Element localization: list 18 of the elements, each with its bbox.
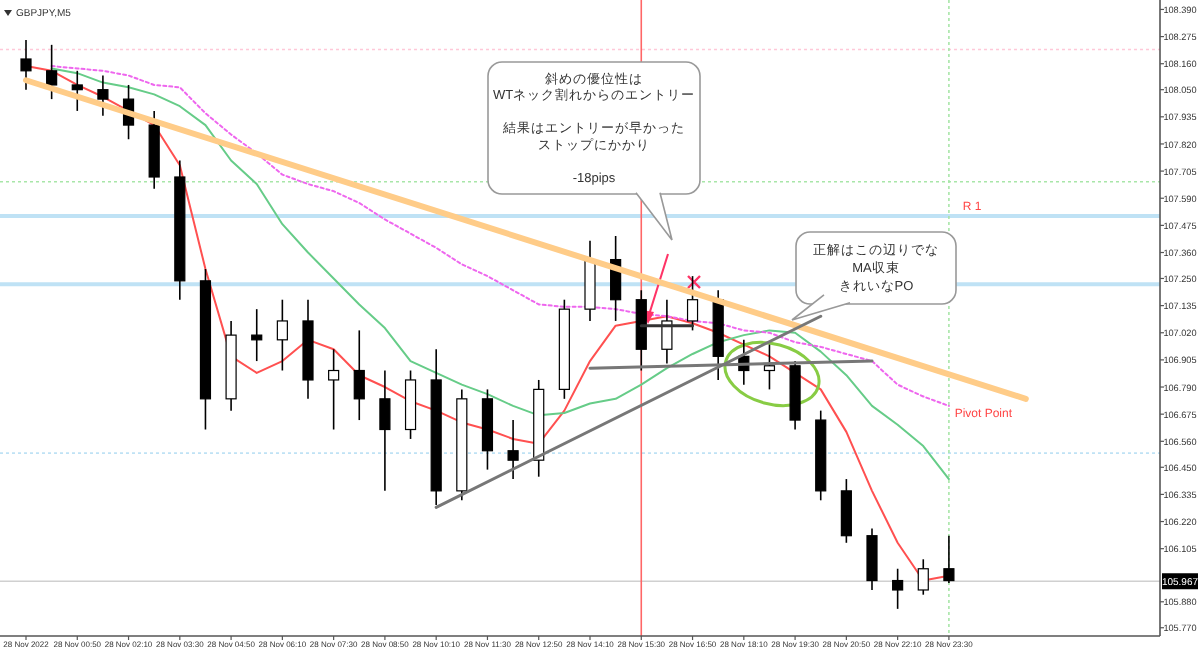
candlestick: [686, 275, 699, 332]
candlestick: [97, 74, 109, 117]
candlestick: [866, 527, 878, 591]
candlestick: [917, 558, 929, 596]
candlestick: [71, 70, 83, 112]
candlestick: [46, 44, 58, 100]
candlestick: [251, 308, 263, 362]
candlestick: [943, 534, 955, 584]
candlestick: [661, 298, 673, 365]
candlestick: [892, 567, 904, 610]
candlestick: [276, 298, 288, 372]
candlestick: [20, 39, 32, 91]
candlestick: [328, 348, 340, 431]
candlestick: [353, 329, 365, 421]
candlestick: [379, 369, 391, 492]
candlestick: [840, 478, 852, 544]
candlestick: [763, 343, 776, 391]
candlestick: [507, 419, 519, 480]
